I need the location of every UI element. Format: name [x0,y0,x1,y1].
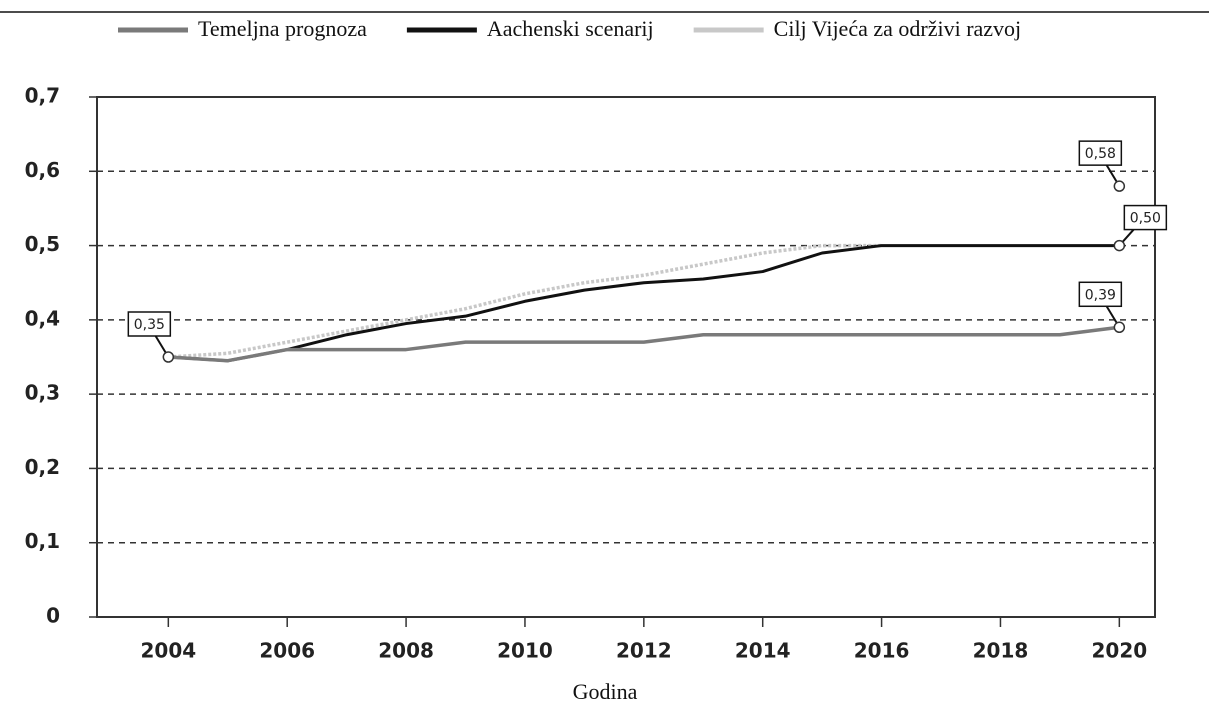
value-label: 0,50 [1130,211,1161,227]
series-line [168,325,1120,363]
x-tick-label: 2004 [140,639,196,663]
legend-label: Temeljna prognoza [198,16,367,41]
x-tick-label: 2006 [259,639,315,663]
value-label: 0,39 [1085,287,1116,303]
y-tick-label: 0,2 [25,455,60,479]
x-tick-label: 2020 [1092,639,1148,663]
plot-frame [96,96,1156,618]
x-tick-label: 2008 [378,639,434,663]
legend-label: Aachenski scenarij [487,16,654,41]
y-tick-label: 0 [46,604,60,628]
y-tick-label: 0,5 [25,232,60,256]
y-tick-label: 0,4 [25,306,60,330]
y-tick-label: 0,7 [25,84,60,108]
series-line [168,244,1120,363]
y-tick-label: 0,3 [25,381,60,405]
point-marker [1113,321,1126,334]
value-label: 0,35 [134,317,165,333]
x-tick-label: 2016 [854,639,910,663]
value-label: 0,58 [1085,146,1116,162]
label-box [127,311,172,337]
point-marker [1113,239,1126,252]
legend-label: Cilj Vijeća za održivi razvoj [774,16,1022,41]
x-tick-label: 2018 [973,639,1029,663]
label-box [1078,281,1123,308]
label-box [1078,140,1123,166]
series-line [168,243,882,359]
y-tick-label: 0,6 [25,158,60,182]
x-axis-label: Godina [573,679,638,704]
x-tick-label: 2012 [616,639,672,663]
point-marker [1113,180,1126,192]
label-box [1123,204,1168,231]
x-tick-label: 2010 [497,639,553,663]
y-tick-label: 0,1 [25,529,60,553]
point-marker [162,351,175,363]
x-tick-label: 2014 [735,639,791,663]
